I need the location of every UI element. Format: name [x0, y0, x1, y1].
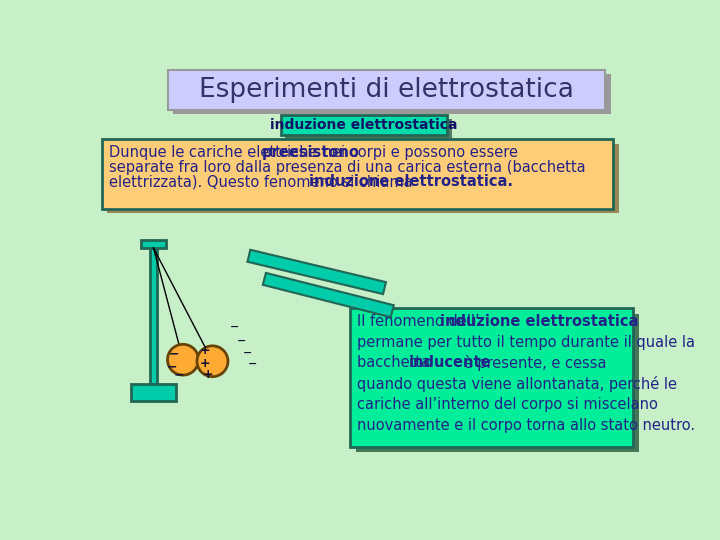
Bar: [141, 240, 166, 248]
Bar: [150, 244, 157, 387]
Bar: [356, 314, 639, 452]
Text: cariche all’interno del corpo si miscelano: cariche all’interno del corpo si miscela…: [356, 397, 657, 412]
Text: nuovamente e il corpo torna allo stato neutro.: nuovamente e il corpo torna allo stato n…: [356, 417, 695, 433]
Bar: [168, 70, 606, 110]
Bar: [131, 384, 176, 401]
Text: induzione elettrostatica.: induzione elettrostatica.: [310, 174, 513, 190]
Text: Il fenomeno dell’: Il fenomeno dell’: [356, 314, 480, 329]
Text: −: −: [243, 348, 252, 358]
Text: −: −: [174, 369, 184, 382]
Text: +: +: [199, 344, 210, 357]
Text: Dunque le cariche elettriche: Dunque le cariche elettriche: [109, 145, 322, 160]
Bar: [281, 115, 447, 135]
Bar: [107, 144, 618, 213]
Circle shape: [197, 346, 228, 377]
Polygon shape: [248, 250, 386, 294]
Bar: [285, 119, 452, 139]
Text: −: −: [237, 335, 246, 346]
Text: Esperimenti di elettrostatica: Esperimenti di elettrostatica: [199, 77, 574, 103]
Text: è presente, e cessa: è presente, e cessa: [459, 355, 606, 371]
Circle shape: [168, 345, 199, 375]
Bar: [351, 308, 634, 447]
Bar: [173, 74, 611, 114]
Text: −: −: [230, 322, 239, 332]
Text: permane per tutto il tempo durante il quale la: permane per tutto il tempo durante il qu…: [356, 334, 695, 349]
Bar: [102, 139, 613, 209]
Text: −: −: [168, 348, 179, 361]
Text: bacchetta: bacchetta: [356, 355, 434, 370]
Text: nei corpi e possono essere: nei corpi e possono essere: [318, 145, 518, 160]
Text: elettrizzata). Questo fenomeno si chiama: elettrizzata). Questo fenomeno si chiama: [109, 174, 417, 190]
Text: +: +: [202, 368, 213, 381]
Text: separate fra loro dalla presenza di una carica esterna (bacchetta: separate fra loro dalla presenza di una …: [109, 160, 585, 175]
Text: preesistono: preesistono: [262, 145, 360, 160]
Text: induzione elettrostatica: induzione elettrostatica: [441, 314, 639, 329]
Text: inducente: inducente: [408, 355, 491, 370]
Text: +: +: [199, 357, 210, 370]
Text: induzione elettrostatica: induzione elettrostatica: [270, 118, 457, 132]
Text: −: −: [167, 360, 177, 373]
Polygon shape: [263, 273, 394, 317]
Text: quando questa viene allontanata, perché le: quando questa viene allontanata, perché …: [356, 376, 677, 392]
Text: −: −: [248, 359, 258, 369]
